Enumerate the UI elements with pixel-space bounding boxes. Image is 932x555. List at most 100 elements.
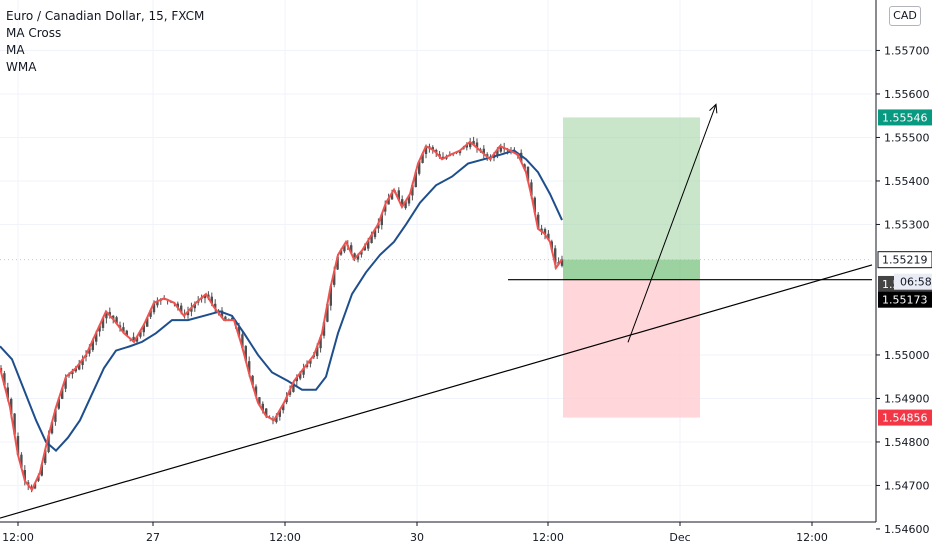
arrow-head [709, 103, 718, 114]
candle-body [404, 201, 407, 209]
candle-body [37, 475, 40, 481]
candle-body [203, 294, 207, 299]
indicator-wma[interactable]: WMA [6, 60, 37, 74]
candle-body [397, 190, 400, 201]
candle-body [180, 305, 183, 313]
candle-body [105, 311, 108, 319]
trend-line[interactable] [0, 264, 873, 519]
y-tick-label: 1.55400 [884, 175, 930, 188]
candle-body [363, 245, 366, 251]
countdown-bg [894, 273, 932, 290]
arrow-line[interactable] [627, 104, 717, 343]
candle-body [370, 234, 373, 244]
y-tick-label: 1.54700 [884, 479, 930, 492]
candle-body [261, 403, 264, 411]
candle-body [265, 408, 268, 416]
candle-body [373, 229, 377, 238]
candle-body [275, 416, 278, 423]
candle-body [309, 359, 312, 364]
candle-body [353, 253, 356, 259]
candle-body [3, 373, 6, 386]
candle-body [292, 382, 295, 392]
candle-body [316, 346, 319, 357]
candle-body [16, 436, 20, 455]
candle-body [122, 327, 125, 333]
candle-body [6, 387, 9, 399]
x-tick-label: 27 [146, 531, 160, 544]
y-tick-label: 1.54900 [884, 392, 930, 405]
candles [0, 136, 564, 493]
candle-body [424, 146, 428, 155]
candle-body [421, 153, 424, 163]
price-label-text: 1.55219 [882, 254, 928, 267]
x-tick-label: 12:00 [796, 531, 828, 544]
candle-body [526, 166, 530, 181]
candle-body [401, 199, 404, 207]
candle-body [560, 259, 564, 266]
candle-body [469, 141, 472, 148]
currency-button[interactable]: CAD [889, 6, 921, 26]
candle-body [278, 410, 281, 417]
candle-body [135, 336, 139, 342]
symbol-title[interactable]: Euro / Canadian Dollar, 15, FXCM [6, 9, 205, 23]
y-tick-label: 1.55000 [884, 349, 930, 362]
candle-body [302, 368, 305, 375]
price-label-current [877, 251, 932, 269]
candle-body [537, 214, 540, 229]
candle-body [540, 228, 543, 232]
y-tick-label: 1.54600 [884, 523, 930, 536]
candle-body [112, 315, 115, 320]
candle-body [95, 332, 98, 342]
x-tick-label: 12:00 [269, 531, 301, 544]
candle-body [258, 397, 261, 406]
candle-body [411, 184, 414, 196]
candle-body [319, 337, 322, 349]
candle-body [367, 240, 370, 249]
chart-legend: Euro / Canadian Dollar, 15, FXCM MA Cros… [6, 8, 204, 76]
x-tick-label: 12:00 [2, 531, 34, 544]
candle-body [356, 254, 360, 260]
candle-body [146, 317, 149, 327]
candle-body [254, 386, 258, 397]
ma-line[interactable] [0, 149, 563, 453]
candle-body [530, 182, 533, 196]
y-tick-label: 1.54800 [884, 436, 930, 449]
candle-body [149, 310, 152, 317]
indicator-ma[interactable]: MA [6, 43, 25, 57]
candle-body [220, 310, 224, 318]
candle-body [360, 251, 363, 255]
candle-body [533, 197, 536, 213]
candle-body [472, 140, 475, 145]
candle-body [414, 171, 417, 188]
candle-body [543, 229, 547, 235]
candle-body [384, 204, 387, 212]
candle-body [350, 245, 353, 254]
candle-body [333, 271, 336, 285]
candle-body [54, 409, 57, 422]
candle-body [547, 233, 550, 240]
candle-body [142, 324, 145, 333]
candle-body [61, 388, 64, 399]
candle-body [282, 404, 285, 411]
candle-body [288, 389, 292, 395]
candle-body [237, 326, 241, 337]
candle-body [475, 142, 479, 148]
candle-body [224, 316, 227, 321]
candle-body [241, 334, 244, 348]
indicator-ma-cross[interactable]: MA Cross [6, 26, 62, 40]
price-label-text: 1.54856 [882, 412, 928, 425]
profit-fill [563, 259, 700, 280]
candle-body [554, 248, 557, 265]
ma-cross-line[interactable] [0, 140, 563, 492]
stop-zone [563, 279, 700, 418]
candle-body [285, 397, 288, 403]
candle-body [64, 377, 67, 389]
candle-body [98, 325, 101, 332]
candle-body [33, 483, 37, 489]
candle-body [418, 160, 421, 174]
candle-body [13, 413, 16, 435]
candle-body [496, 149, 499, 157]
candle-body [193, 304, 196, 309]
candle-body [20, 454, 23, 468]
